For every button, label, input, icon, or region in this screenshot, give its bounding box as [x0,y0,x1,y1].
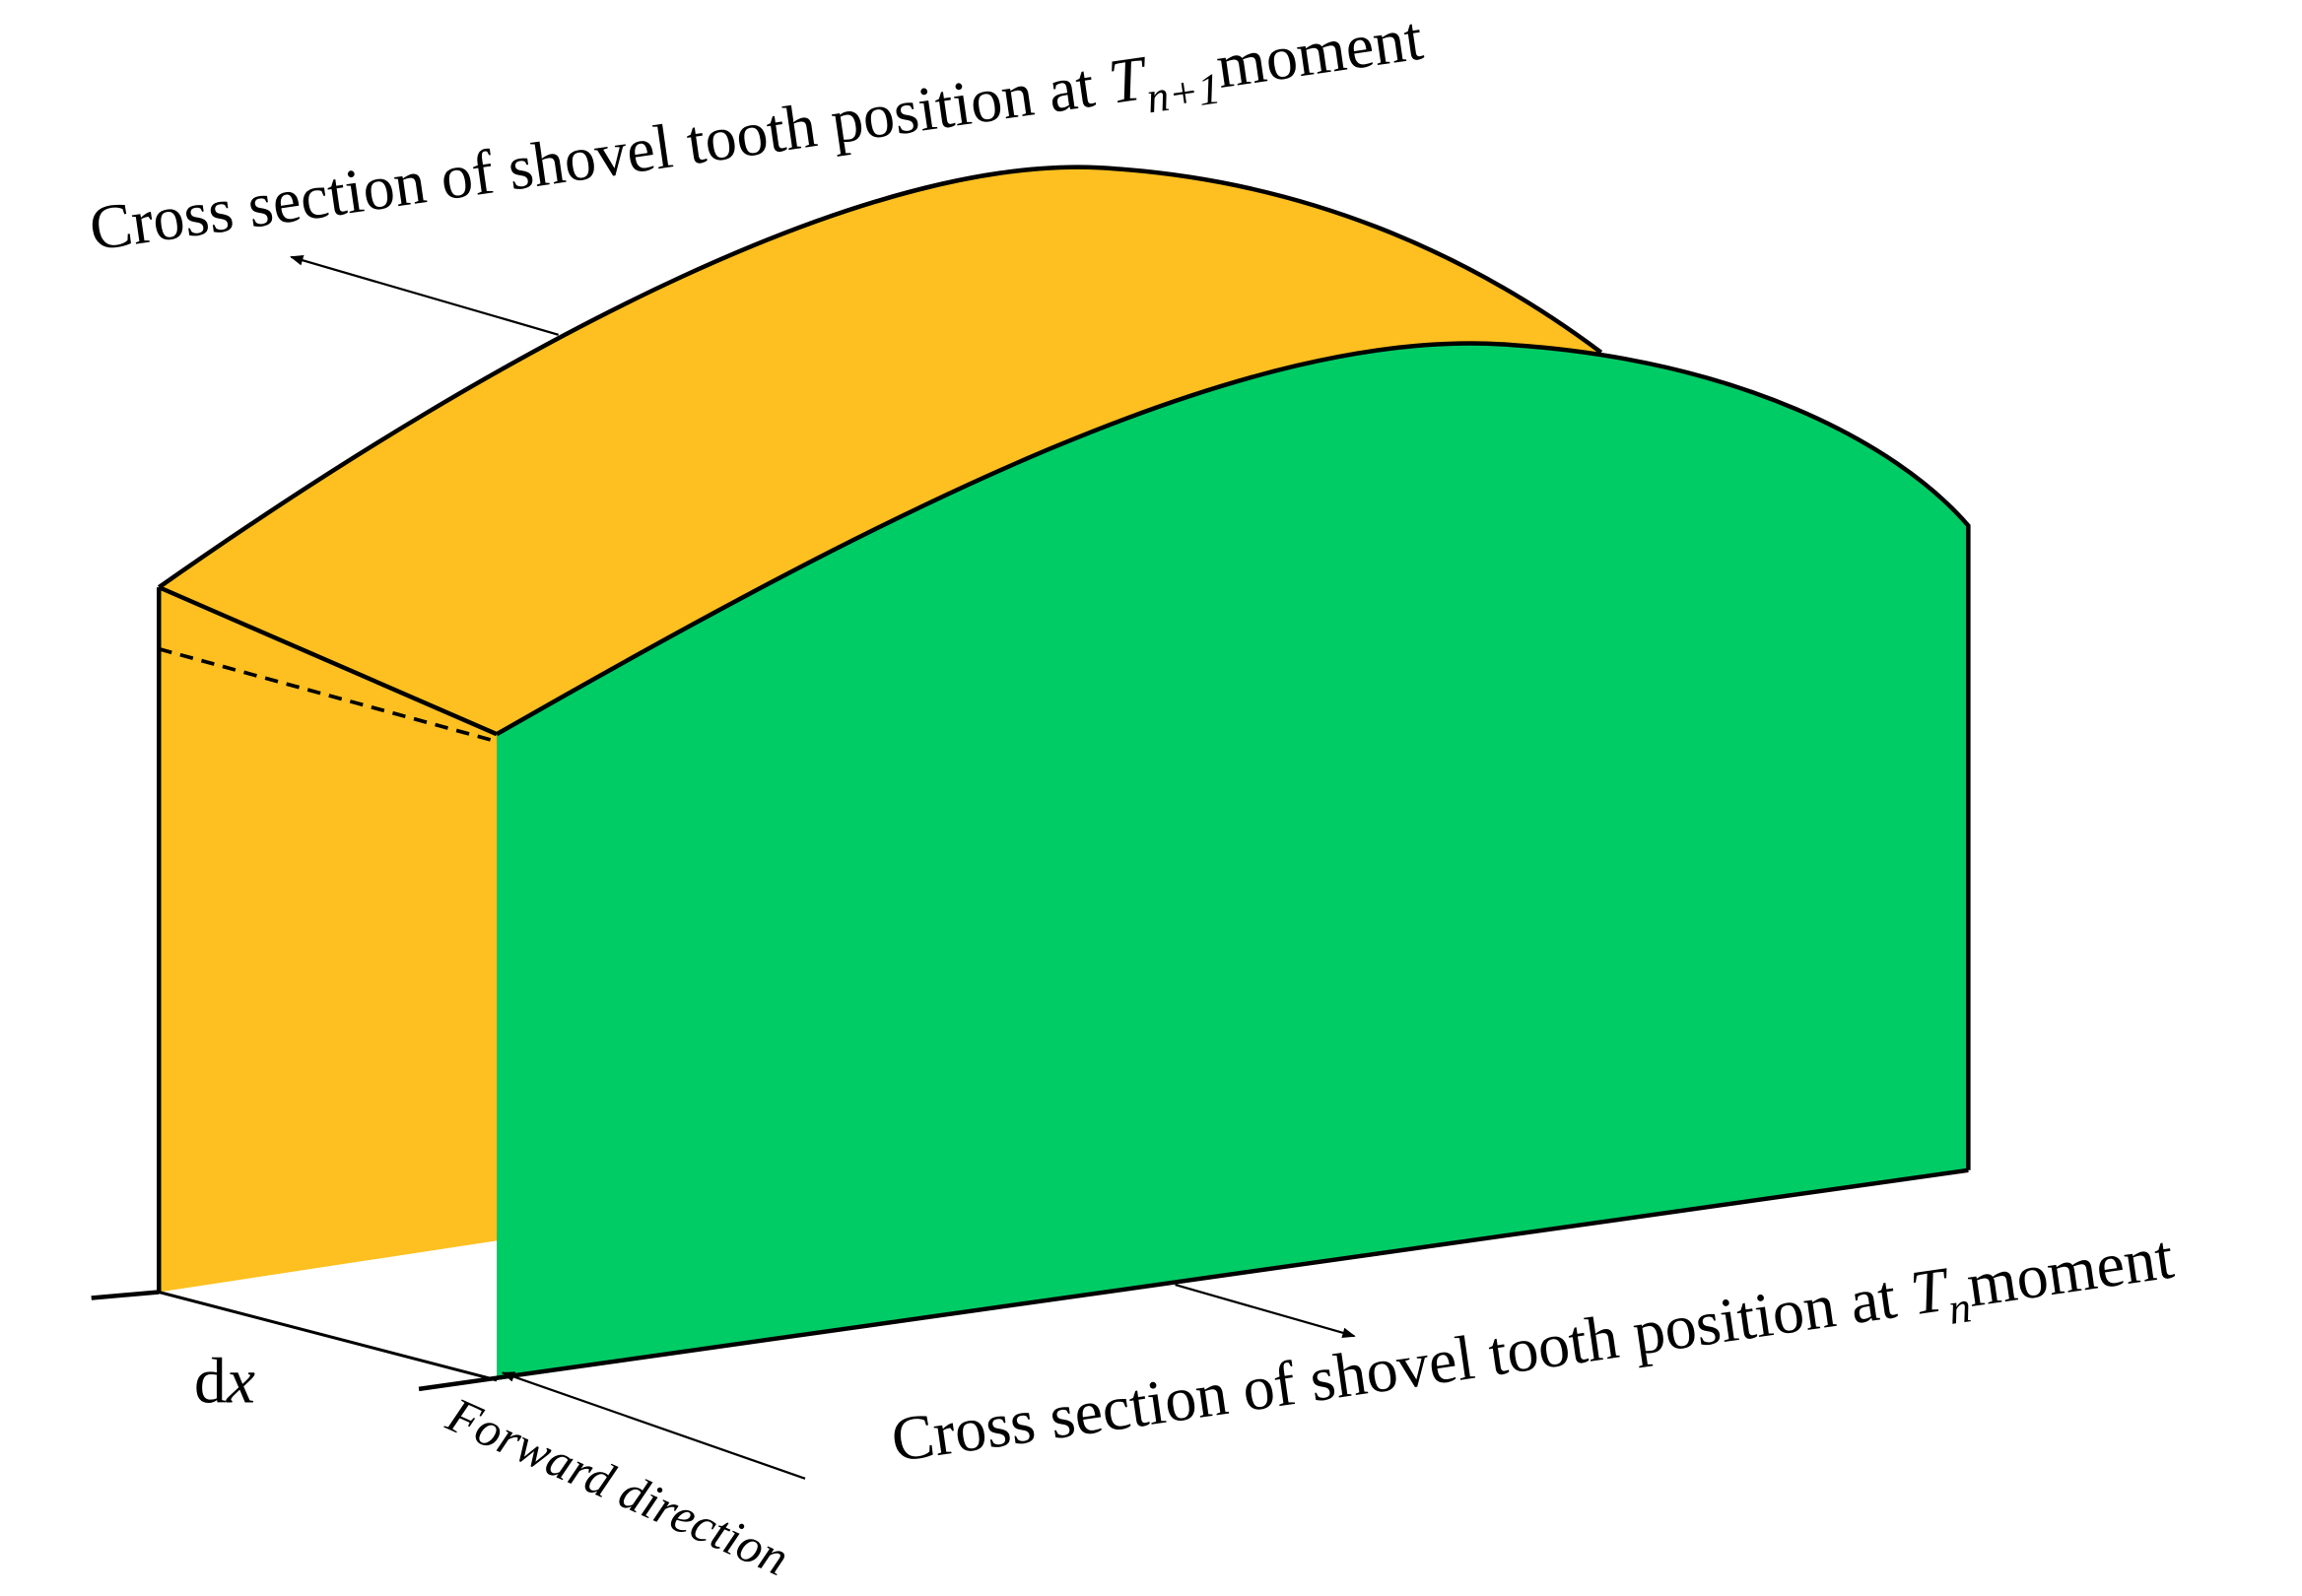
label-text: x [226,1346,255,1417]
front-section [497,343,1969,1380]
dx-label: dx [194,1346,255,1417]
arrow [501,1371,806,1480]
dashed-edge [158,646,498,744]
label-text: moment [1963,1222,2178,1320]
back-section-edge [157,165,1603,589]
ground-line [418,1167,1969,1392]
ground-line [91,1290,160,1300]
arrow [290,255,559,336]
front-section-edge [495,341,1971,1170]
label-text: moment [1212,3,1427,101]
arrow [1175,1283,1356,1339]
ground-line [158,1291,498,1382]
label-text: d [194,1346,227,1417]
label-subscript: n+1 [1143,63,1223,122]
forward-label: Forward direction [439,1386,796,1586]
edge [158,585,498,737]
